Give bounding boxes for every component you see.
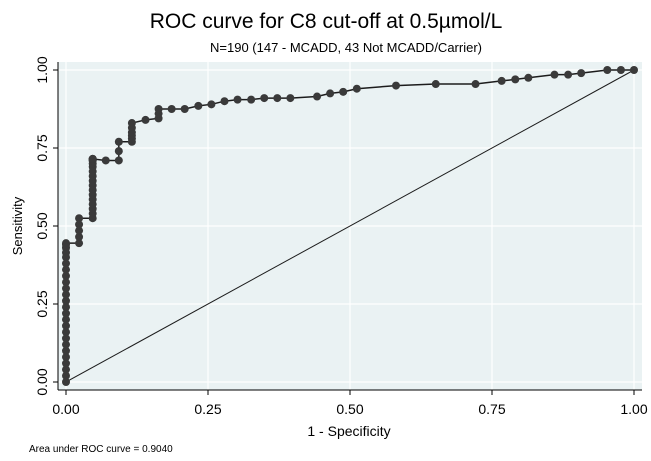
roc-point xyxy=(247,95,256,104)
roc-point xyxy=(75,226,84,235)
roc-point xyxy=(180,105,189,113)
roc-point xyxy=(207,100,216,109)
x-tick-label: 1.00 xyxy=(620,401,647,417)
roc-point xyxy=(75,232,84,241)
roc-point xyxy=(220,97,229,106)
roc-point xyxy=(62,296,70,305)
roc-point xyxy=(75,239,84,248)
roc-point xyxy=(167,105,176,113)
auc-note: Area under ROC curve = 0.9040 xyxy=(29,444,173,455)
roc-point xyxy=(62,290,70,299)
roc-point xyxy=(62,321,70,330)
roc-point xyxy=(62,309,70,318)
roc-point xyxy=(114,137,123,146)
roc-point xyxy=(62,346,70,355)
y-axis-title: Sensitivity xyxy=(10,196,25,255)
chart-title: ROC curve for C8 cut-off at 0.5µmol/L xyxy=(150,10,503,33)
roc-point xyxy=(326,89,335,98)
roc-point xyxy=(62,378,70,386)
roc-point xyxy=(62,239,70,248)
roc-point xyxy=(431,80,440,89)
roc-point xyxy=(62,359,70,368)
roc-point xyxy=(313,92,322,101)
roc-series-layer xyxy=(62,66,638,386)
roc-point xyxy=(101,156,110,165)
x-tick-label: 0.75 xyxy=(478,401,505,417)
roc-point xyxy=(524,73,533,82)
roc-point xyxy=(62,303,70,312)
x-tick-label: 0.25 xyxy=(194,401,221,417)
chart-subtitle: N=190 (147 - MCADD, 43 Not MCADD/Carrier… xyxy=(210,40,482,55)
y-tick-label: 1.00 xyxy=(34,56,50,83)
roc-point xyxy=(550,70,559,79)
roc-point xyxy=(62,259,70,268)
roc-point xyxy=(233,95,242,104)
x-axis-title: 1 - Specificity xyxy=(307,423,390,439)
roc-point xyxy=(62,265,70,274)
roc-point xyxy=(114,147,123,156)
x-tick-label: 0.50 xyxy=(336,401,363,417)
roc-point xyxy=(577,69,586,78)
roc-point xyxy=(511,75,520,84)
roc-point xyxy=(62,271,70,280)
roc-point xyxy=(497,76,506,85)
roc-point xyxy=(75,214,84,223)
y-tick-label: 0.00 xyxy=(34,368,50,395)
reference-line-layer xyxy=(65,69,635,383)
roc-point xyxy=(141,115,150,124)
roc-point xyxy=(273,94,282,103)
reference-diagonal-line xyxy=(65,69,635,383)
roc-point xyxy=(260,94,269,103)
roc-point xyxy=(62,315,70,324)
roc-point xyxy=(62,371,70,380)
roc-point xyxy=(392,81,401,90)
roc-point xyxy=(62,365,70,374)
roc-point xyxy=(88,154,97,163)
roc-point xyxy=(339,87,348,96)
roc-point xyxy=(630,66,638,74)
roc-point xyxy=(62,334,70,343)
roc-point xyxy=(62,328,70,337)
y-tick-label: 0.75 xyxy=(34,134,50,161)
roc-point xyxy=(114,156,123,165)
roc-point xyxy=(616,66,625,74)
roc-point xyxy=(194,101,203,110)
roc-point xyxy=(127,119,136,128)
roc-point xyxy=(603,66,612,74)
y-tick-label: 0.25 xyxy=(34,290,50,317)
roc-point xyxy=(62,353,70,362)
roc-point xyxy=(62,340,70,349)
roc-point xyxy=(564,70,573,79)
axes: 0.00 0.25 0.50 0.75 1.00 0.00 0.25 0.50 0.75 1.00 xyxy=(34,56,648,417)
roc-point xyxy=(471,80,480,89)
roc-point xyxy=(154,105,163,113)
roc-point xyxy=(62,278,70,287)
x-tick-label: 0.00 xyxy=(52,401,79,417)
roc-point xyxy=(75,220,84,229)
roc-point xyxy=(286,94,295,103)
roc-point xyxy=(62,284,70,293)
y-tick-label: 0.50 xyxy=(34,212,50,239)
roc-point xyxy=(352,84,361,93)
